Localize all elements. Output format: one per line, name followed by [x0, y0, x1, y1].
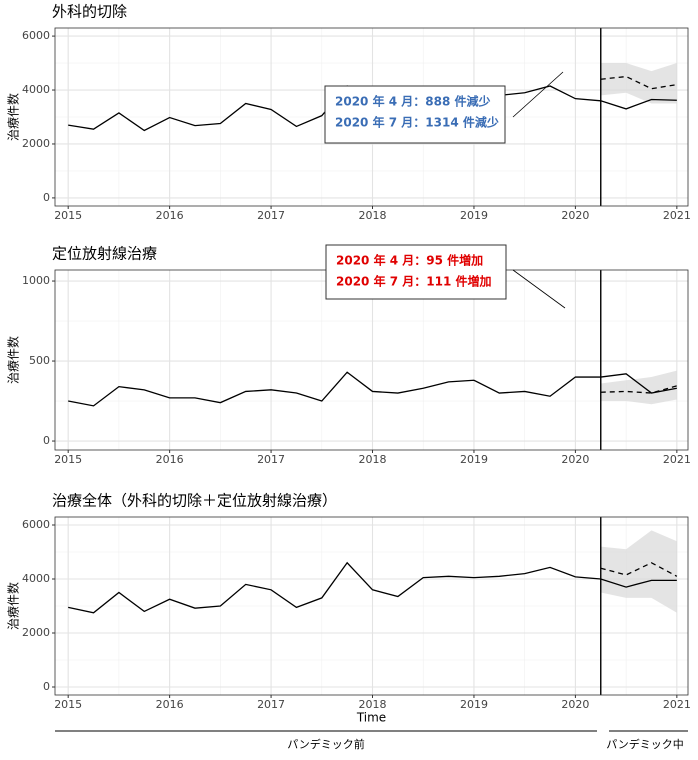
x-tick-label: 2016: [156, 209, 184, 222]
confidence-band: [600, 370, 677, 405]
x-tick-label: 2015: [54, 698, 82, 711]
x-tick-label: 2019: [460, 209, 488, 222]
x-tick-label: 2016: [156, 698, 184, 711]
plot-frame: [54, 27, 689, 207]
chart-title: 定位放射線治療: [52, 245, 157, 263]
forecast-line: [600, 75, 677, 90]
period-label: パンデミック前: [287, 737, 365, 751]
y-tick-label: 0: [43, 680, 50, 693]
y-axis-label: 治療件数: [6, 582, 21, 630]
plot-bg: [55, 270, 688, 450]
x-tick-label: 2017: [257, 698, 285, 711]
x-tick-label: 2017: [257, 453, 285, 466]
x-tick-label: 2015: [54, 209, 82, 222]
confidence-band: [600, 530, 677, 613]
x-tick-label: 2020: [561, 209, 589, 222]
forecast-line: [600, 385, 678, 394]
x-tick-label: 2015: [54, 453, 82, 466]
x-tick-label: 2020: [561, 453, 589, 466]
y-tick-label: 4000: [22, 83, 50, 96]
forecast-line: [600, 562, 678, 577]
x-tick-label: 2016: [156, 453, 184, 466]
y-tick-label: 1000: [22, 274, 50, 287]
y-tick-label: 0: [43, 434, 50, 447]
y-axis-label: 治療件数: [6, 336, 21, 384]
annotation-box: [324, 85, 506, 144]
y-tick-label: 2000: [22, 137, 50, 150]
annotation-text: 2020 年 4 月：888 件減少: [335, 94, 491, 109]
plot-frame: [54, 516, 689, 696]
x-tick-label: 2021: [663, 453, 691, 466]
y-tick-label: 0: [43, 191, 50, 204]
y-tick-label: 2000: [22, 626, 50, 639]
annotation-box: [325, 244, 507, 300]
x-tick-label: 2018: [359, 209, 387, 222]
x-axis-label: Time: [356, 711, 386, 725]
x-tick-label: 2017: [257, 209, 285, 222]
y-tick-label: 6000: [22, 29, 50, 42]
observed-line: [68, 371, 677, 407]
period-label: パンデミック中: [606, 737, 684, 751]
annotation-text: 2020 年 7 月：1314 件減少: [335, 115, 499, 130]
x-tick-label: 2020: [561, 698, 589, 711]
annotation-text: 2020 年 7 月：111 件増加: [336, 274, 492, 289]
annotation-connector: [512, 269, 566, 309]
annotation-connector: [512, 71, 564, 118]
y-tick-label: 500: [29, 354, 50, 367]
observed-line: [68, 561, 677, 614]
chart-title: 治療全体（外科的切除＋定位放射線治療）: [52, 492, 337, 510]
y-tick-label: 6000: [22, 518, 50, 531]
x-tick-label: 2021: [663, 698, 691, 711]
chart-title: 外科的切除: [52, 3, 127, 21]
x-tick-label: 2019: [460, 698, 488, 711]
annotation-text: 2020 年 4 月：95 件増加: [336, 253, 483, 268]
y-axis-label: 治療件数: [6, 93, 21, 141]
x-tick-label: 2019: [460, 453, 488, 466]
x-tick-label: 2018: [359, 453, 387, 466]
y-tick-label: 4000: [22, 572, 50, 585]
x-tick-label: 2018: [359, 698, 387, 711]
x-tick-label: 2021: [663, 209, 691, 222]
